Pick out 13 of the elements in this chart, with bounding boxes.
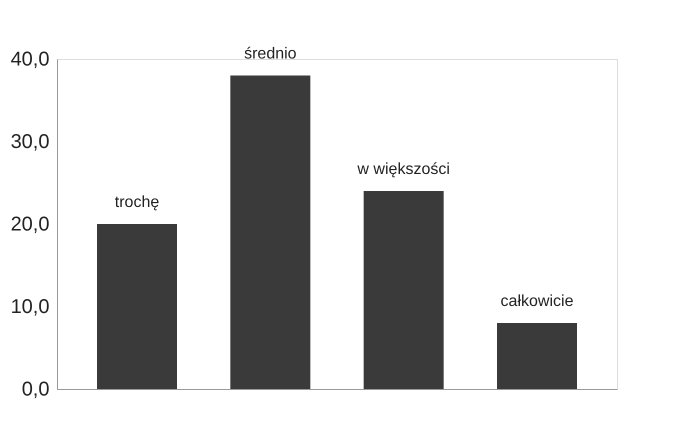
x-tick-label: trochę: [114, 194, 160, 211]
y-tick-label: 0,0: [22, 378, 50, 400]
y-tick-label: 20,0: [10, 214, 50, 236]
bar: [97, 224, 177, 389]
bar: [364, 191, 444, 389]
y-tick-label: 10,0: [10, 296, 50, 318]
bar: [230, 76, 310, 389]
x-tick-label: średnio: [244, 46, 297, 62]
x-tick-label: w większości: [356, 161, 450, 178]
y-tick-label: 30,0: [10, 131, 50, 153]
bar: [497, 323, 577, 389]
x-tick-label: całkowicie: [500, 293, 574, 310]
y-tick-label: 40,0: [10, 48, 50, 70]
